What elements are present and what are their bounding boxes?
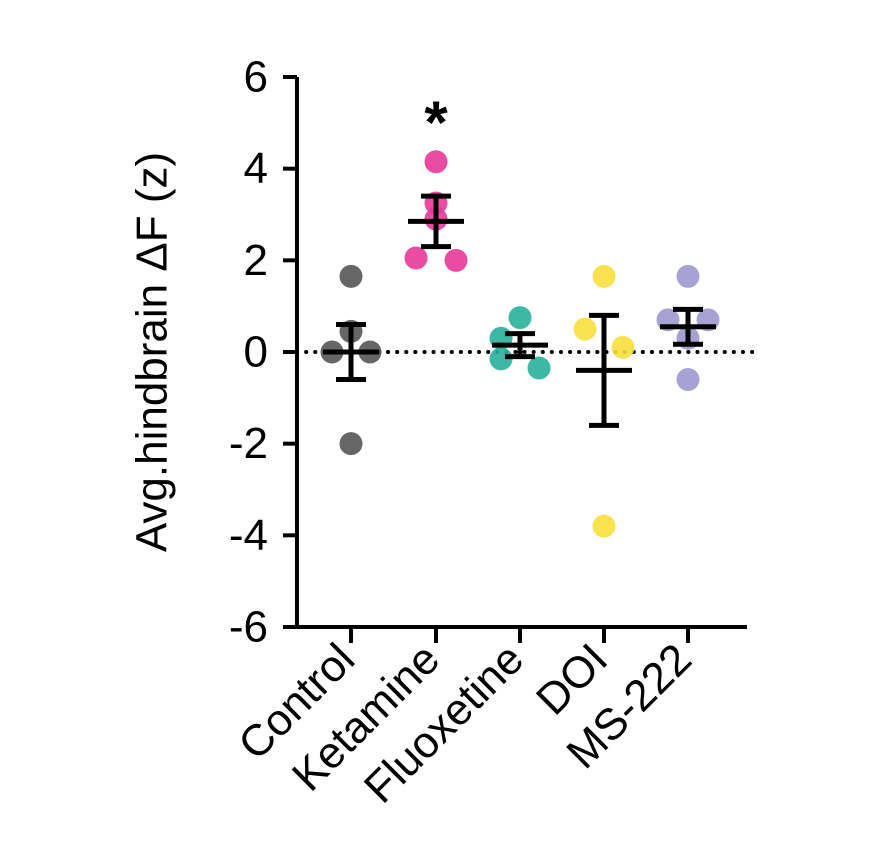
data-point-doi [592,264,616,288]
data-point-control [339,432,363,456]
y-tick-label: 6 [244,53,268,102]
data-point-ms-222 [676,368,700,391]
data-point-doi [573,317,597,341]
significance-marker: * [424,89,448,156]
data-point-doi [611,335,635,359]
data-point-fluoxetine [508,306,532,330]
error-bar-layer [323,193,716,428]
annotation-layer: * [424,89,448,156]
data-point-ketamine [444,248,468,272]
y-tick-label: -2 [229,419,268,468]
data-point-doi [592,514,616,538]
y-tick-label: 0 [244,328,268,377]
y-ticks: -6 -4 -2 0 2 4 6 [229,53,297,652]
data-point-ms-222 [676,264,700,288]
data-point-ketamine [424,150,448,174]
data-point-fluoxetine [489,347,513,371]
y-tick-label: -6 [229,603,268,652]
data-point-control [339,264,363,288]
y-axis-title: Avg.hindbrain ΔF (z) [128,152,177,552]
y-tick-label: -4 [229,511,268,560]
data-point-fluoxetine [527,356,551,380]
y-tick-label: 2 [244,236,268,285]
y-tick-label: 4 [244,144,268,193]
data-point-ketamine [404,246,428,270]
